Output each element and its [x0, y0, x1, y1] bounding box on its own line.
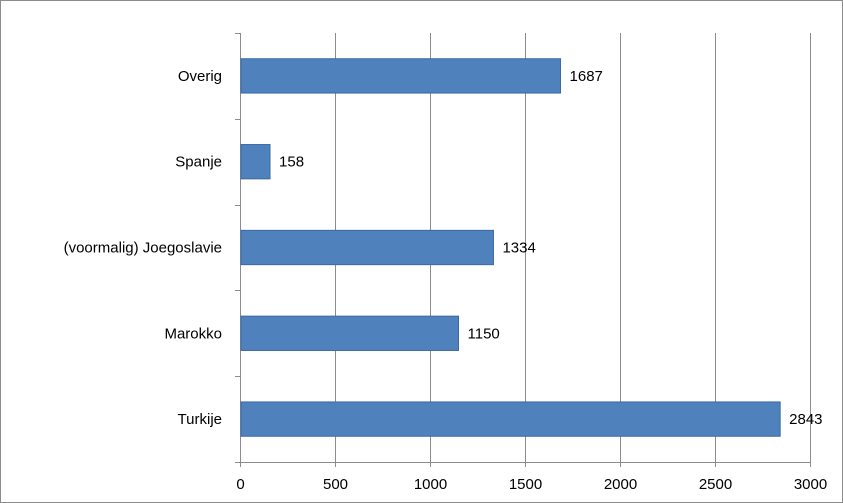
bar: [240, 144, 271, 180]
x-tick-label: 1000: [414, 476, 447, 493]
category-label: Spanje: [175, 154, 222, 171]
x-tick-label: 0: [236, 476, 244, 493]
category-label: Turkije: [178, 411, 222, 428]
bar: [240, 315, 459, 351]
bar: [240, 401, 781, 437]
x-tick-label: 3000: [794, 476, 827, 493]
x-tick-label: 500: [323, 476, 348, 493]
x-tick-label: 1500: [509, 476, 542, 493]
data-label: 158: [279, 154, 304, 171]
category-label: Overig: [178, 68, 222, 85]
x-tick-label: 2000: [604, 476, 637, 493]
data-label: 2843: [789, 411, 822, 428]
data-label: 1334: [502, 240, 535, 257]
bar: [240, 229, 494, 266]
category-label: (voormalig) Joegoslavie: [64, 240, 222, 257]
data-label: 1687: [570, 68, 603, 85]
bar: [240, 58, 562, 94]
data-label: 1150: [468, 325, 500, 342]
category-label: Marokko: [164, 325, 222, 342]
x-tick-label: 2500: [699, 476, 732, 493]
